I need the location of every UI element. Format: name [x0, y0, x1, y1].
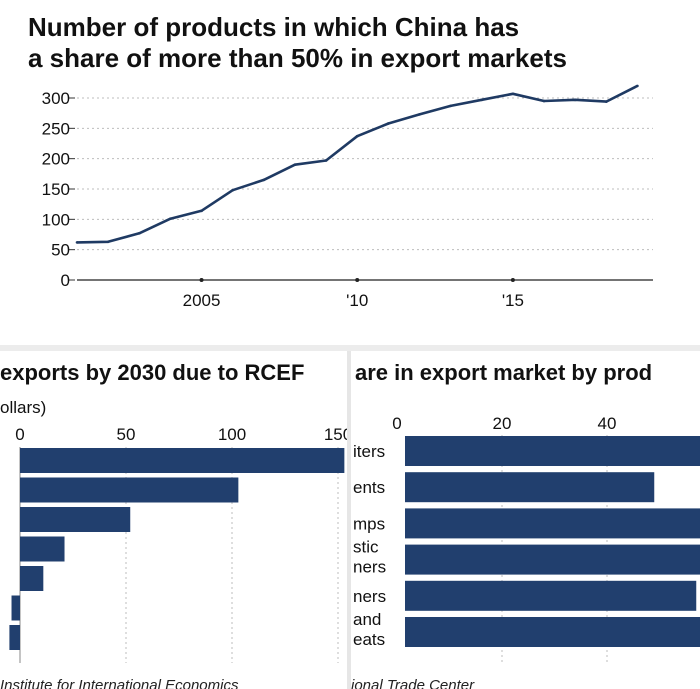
rcef-source-note: Institute for International Economics	[0, 677, 239, 689]
share-category-label: eats	[353, 630, 385, 649]
x-tick-label: '10	[346, 291, 368, 310]
rcef-bar	[20, 448, 345, 473]
share-category-label: ners	[353, 558, 386, 577]
x-tick-label: 100	[218, 425, 246, 444]
line-chart-panel: Number of products in which China has a …	[28, 12, 688, 310]
rcef-bar	[20, 566, 44, 591]
products-data-point	[355, 134, 359, 138]
rcef-chart-panel: 0 50 100 150 exports by 2030 due to RCEF ol…	[0, 351, 347, 689]
products-data-point	[573, 98, 577, 102]
line-chart-title: Number of products in which China has a …	[28, 12, 688, 74]
products-data-point	[387, 122, 390, 125]
panel-gap	[0, 345, 700, 351]
share-chart-panel: 0 20 40 iters ents mps stic ners ners and eats are…	[351, 351, 700, 689]
products-data-point	[106, 240, 110, 244]
x-tick-label: 150	[324, 425, 347, 444]
products-data-point	[231, 188, 234, 192]
rcef-chart-title: exports by 2030 due to RCEF	[0, 360, 305, 385]
y-tick-label: 100	[42, 210, 70, 229]
y-tick-label: 150	[42, 180, 70, 199]
x-tick-label: '15	[502, 291, 524, 310]
x-tick-label: 0	[392, 414, 401, 433]
products-data-point	[418, 113, 421, 116]
share-chart-title: are in export market by prod	[355, 360, 653, 385]
rcef-bar	[11, 595, 20, 621]
share-category-label: mps	[353, 514, 385, 533]
x-tick-dot	[199, 278, 204, 282]
x-tick-label: 20	[493, 414, 512, 433]
products-data-point	[511, 92, 515, 96]
y-tick-label: 200	[42, 150, 70, 169]
share-category-label: ents	[353, 478, 385, 497]
line-chart-title-line2: a share of more than 50% in export marke…	[28, 43, 567, 73]
share-bar	[405, 472, 655, 503]
x-tick-label: 50	[117, 425, 136, 444]
share-category-label: stic	[353, 538, 379, 557]
share-bar	[405, 436, 700, 466]
rcef-unit-note: ollars)	[0, 398, 47, 417]
share-bar	[405, 544, 700, 575]
line-chart-title-line1: Number of products in which China has	[28, 12, 520, 42]
y-tick-label: 0	[61, 271, 70, 290]
panel-divider	[347, 351, 351, 689]
products-data-point	[200, 209, 203, 213]
y-tick-label: 250	[42, 119, 70, 138]
products-data-point	[262, 178, 266, 182]
rcef-bar	[20, 507, 131, 532]
line-chart: 0 50 100 150 200 250 300 2005 '10 '15	[42, 84, 653, 310]
y-tick-label: 300	[42, 89, 70, 108]
share-source-note: ional Trade Center	[351, 677, 475, 689]
products-data-point	[480, 98, 484, 102]
rcef-bar-chart: 0 50 100 150	[9, 425, 347, 663]
rcef-bar	[9, 625, 20, 650]
rcef-bar	[20, 536, 65, 562]
products-data-point	[449, 104, 452, 108]
products-data-point	[604, 100, 608, 103]
products-data-point	[137, 231, 141, 235]
share-category-label: iters	[353, 442, 385, 461]
share-bar	[405, 617, 700, 647]
x-tick-label: 40	[598, 414, 617, 433]
x-tick-dot	[355, 278, 360, 282]
share-category-label: ners	[353, 587, 386, 606]
x-tick-label: 0	[15, 425, 24, 444]
products-data-point	[324, 159, 328, 162]
share-bar	[405, 580, 697, 611]
rcef-bar	[20, 477, 239, 503]
y-tick-label: 50	[51, 241, 70, 260]
share-bar	[405, 508, 700, 539]
products-data-point	[75, 241, 79, 244]
products-data-point	[636, 84, 639, 88]
products-data-point	[293, 163, 297, 167]
products-data-point	[169, 217, 172, 221]
x-tick-dot	[510, 278, 515, 282]
x-tick-label: 2005	[183, 291, 221, 310]
share-category-label: and	[353, 610, 381, 629]
products-data-point	[542, 99, 546, 103]
